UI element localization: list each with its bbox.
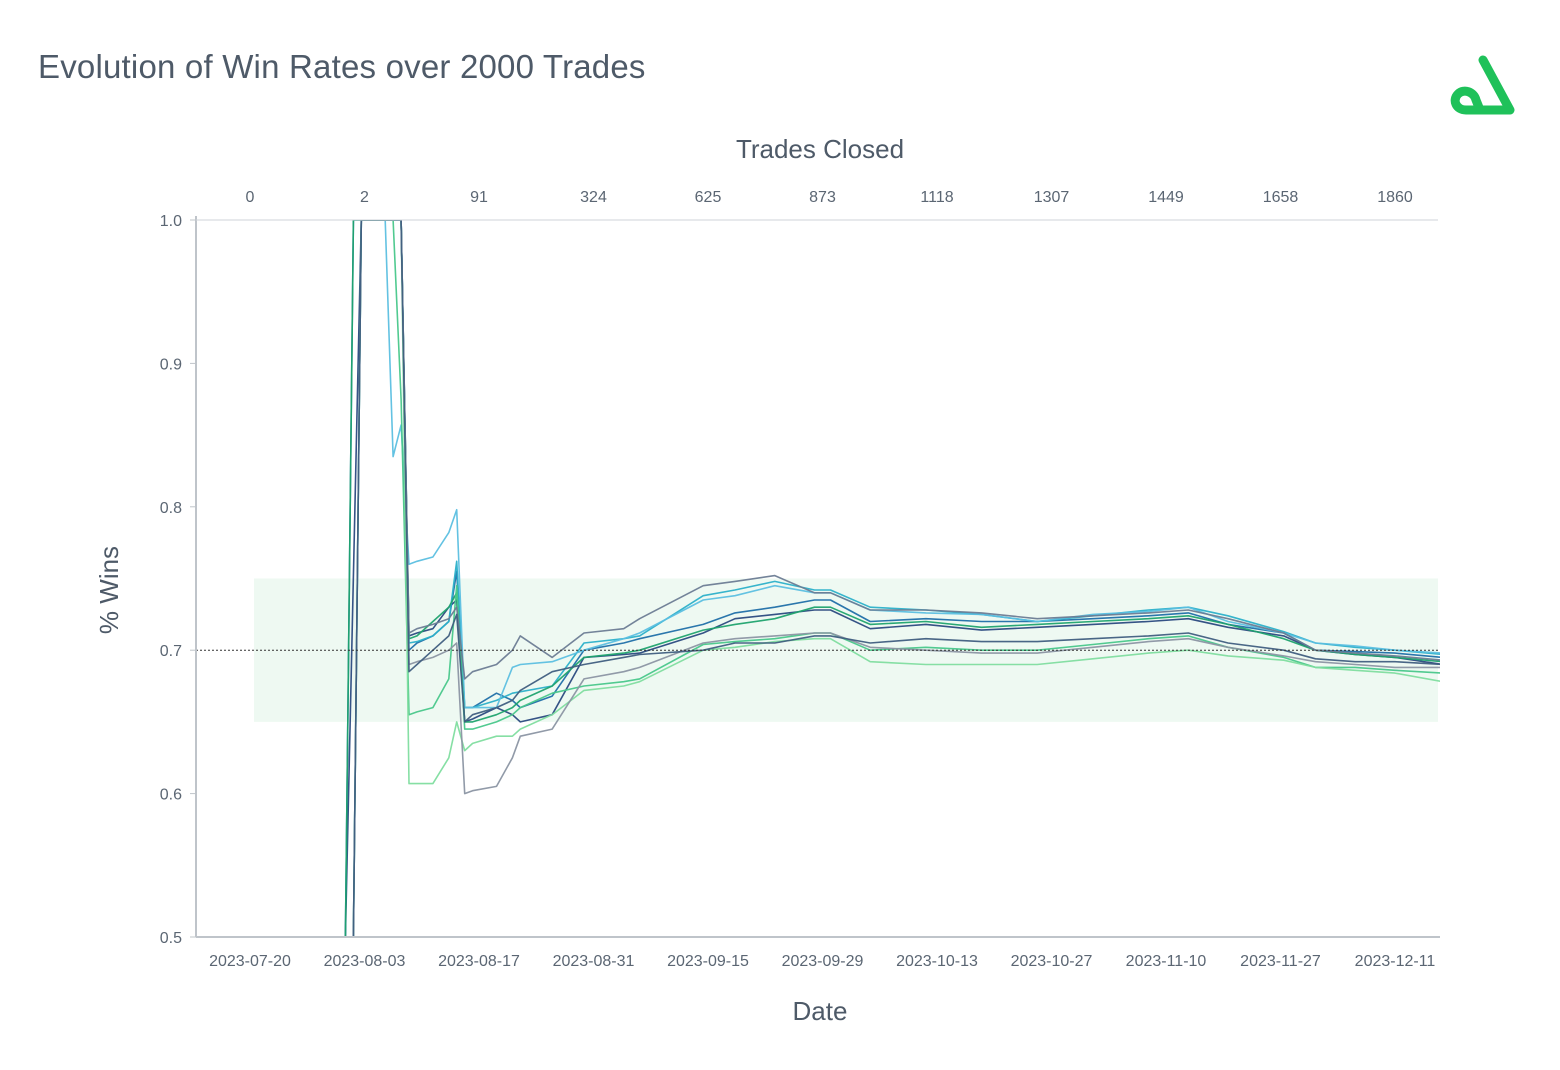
y-tick-label: 0.7 xyxy=(160,643,182,660)
x-tick-label: 2023-09-15 xyxy=(667,953,749,970)
top-axis-ticks: 0 2 91 324 625 873 1118 1307 1449 1658 1860 xyxy=(246,189,1413,206)
top-tick-label: 1307 xyxy=(1034,189,1070,206)
series-line xyxy=(250,220,1440,937)
top-tick-label: 0 xyxy=(246,189,255,206)
top-tick-label: 873 xyxy=(809,189,836,206)
series-line xyxy=(384,220,1440,709)
x-axis-title: Date xyxy=(793,996,848,1026)
series-line xyxy=(400,220,1440,795)
series-line xyxy=(250,220,1440,937)
top-tick-label: 2 xyxy=(360,189,369,206)
top-tick-label: 324 xyxy=(580,189,607,206)
y-tick-label: 1.0 xyxy=(160,213,182,230)
brand-logo-icon xyxy=(1450,55,1515,115)
y-axis-title: % Wins xyxy=(94,546,124,634)
x-tick-label: 2023-08-03 xyxy=(324,953,406,970)
y-tick-label: 0.8 xyxy=(160,500,182,517)
chart-title: Evolution of Win Rates over 2000 Trades xyxy=(38,48,646,85)
series-line xyxy=(250,220,1440,937)
x-tick-label: 2023-10-13 xyxy=(896,953,978,970)
y-tick-label: 0.6 xyxy=(160,787,182,804)
x-tick-label: 2023-11-27 xyxy=(1240,953,1321,970)
series-line xyxy=(250,220,1440,937)
top-tick-label: 625 xyxy=(695,189,722,206)
top-axis-title: Trades Closed xyxy=(736,134,904,164)
x-tick-label: 2023-11-10 xyxy=(1126,953,1207,970)
top-tick-label: 1860 xyxy=(1377,189,1413,206)
y-axis-ticks: 0.5 0.6 0.7 0.8 0.9 1.0 xyxy=(160,213,196,947)
x-tick-label: 2023-08-31 xyxy=(553,953,635,970)
x-axis-ticks: 2023-07-20 2023-08-03 2023-08-17 2023-08-31… xyxy=(209,953,1435,970)
x-tick-label: 2023-09-29 xyxy=(782,953,864,970)
y-tick-label: 0.9 xyxy=(160,356,182,373)
series-line xyxy=(250,220,1440,937)
series-group xyxy=(250,220,1440,937)
x-tick-label: 2023-10-27 xyxy=(1011,953,1093,970)
top-tick-label: 1449 xyxy=(1148,189,1184,206)
series-line xyxy=(400,220,1440,785)
top-tick-label: 1118 xyxy=(920,189,953,206)
series-line xyxy=(250,220,1440,937)
x-tick-label: 2023-08-17 xyxy=(438,953,520,970)
top-tick-label: 1658 xyxy=(1263,189,1299,206)
series-line xyxy=(250,220,1440,937)
x-tick-label: 2023-12-11 xyxy=(1355,953,1436,970)
x-tick-label: 2023-07-20 xyxy=(209,953,291,970)
top-tick-label: 91 xyxy=(470,189,488,206)
y-tick-label: 0.5 xyxy=(160,930,182,947)
